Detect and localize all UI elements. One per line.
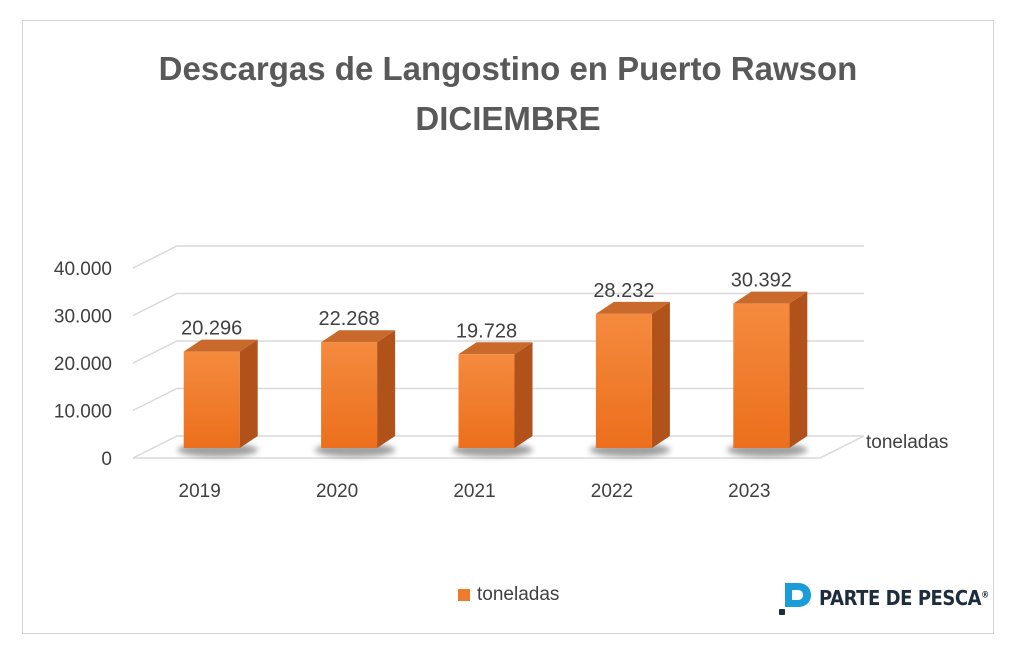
bar-value-label: 20.296 [181,318,242,340]
bar-side [239,339,258,448]
depth-axis-label: toneladas [866,432,948,453]
brand-logo-icon [779,583,811,615]
bar [458,354,515,448]
bar [321,342,378,448]
bar-top [458,342,533,355]
bar-value-label: 22.268 [319,308,380,330]
x-tick-label: 2023 [728,481,770,502]
bar-value-label: 30.392 [731,270,792,292]
y-tick-label: 0 [101,449,112,470]
y-tick-label: 40.000 [54,259,112,280]
chart-frame [22,20,994,634]
bar-top [321,330,396,343]
y-tick-label: 30.000 [54,307,112,328]
legend-swatch [458,589,470,601]
bar-side [789,291,808,448]
legend: toneladas [458,584,559,606]
bar [595,313,652,448]
brand-logo-text: PARTE DE PESCA® [819,586,989,610]
gridline [132,245,864,269]
floor-edge [133,435,865,459]
y-tick-label: 20.000 [54,354,112,375]
bar-side [651,301,670,448]
chart-subtitle: DICIEMBRE [415,100,601,137]
bar-top [595,301,670,314]
x-tick-label: 2021 [453,481,495,502]
x-tick-label: 2020 [316,481,358,502]
chart-title: Descargas de Langostino en Puerto Rawson [158,50,858,87]
bar-side [377,330,396,448]
bar [183,351,240,448]
x-tick-label: 2022 [591,481,633,502]
y-tick-label: 10.000 [54,402,112,423]
bar-top [183,339,258,352]
x-tick-label: 2019 [179,481,221,502]
gridline [132,292,864,317]
bar [733,303,790,448]
legend-label: toneladas [477,584,560,605]
bar-value-label: 28.232 [593,280,654,302]
brand-logo: PARTE DE PESCA® [776,580,1008,616]
bar-top [733,291,808,304]
bar-value-label: 19.728 [456,320,517,342]
bar-side [514,342,533,448]
